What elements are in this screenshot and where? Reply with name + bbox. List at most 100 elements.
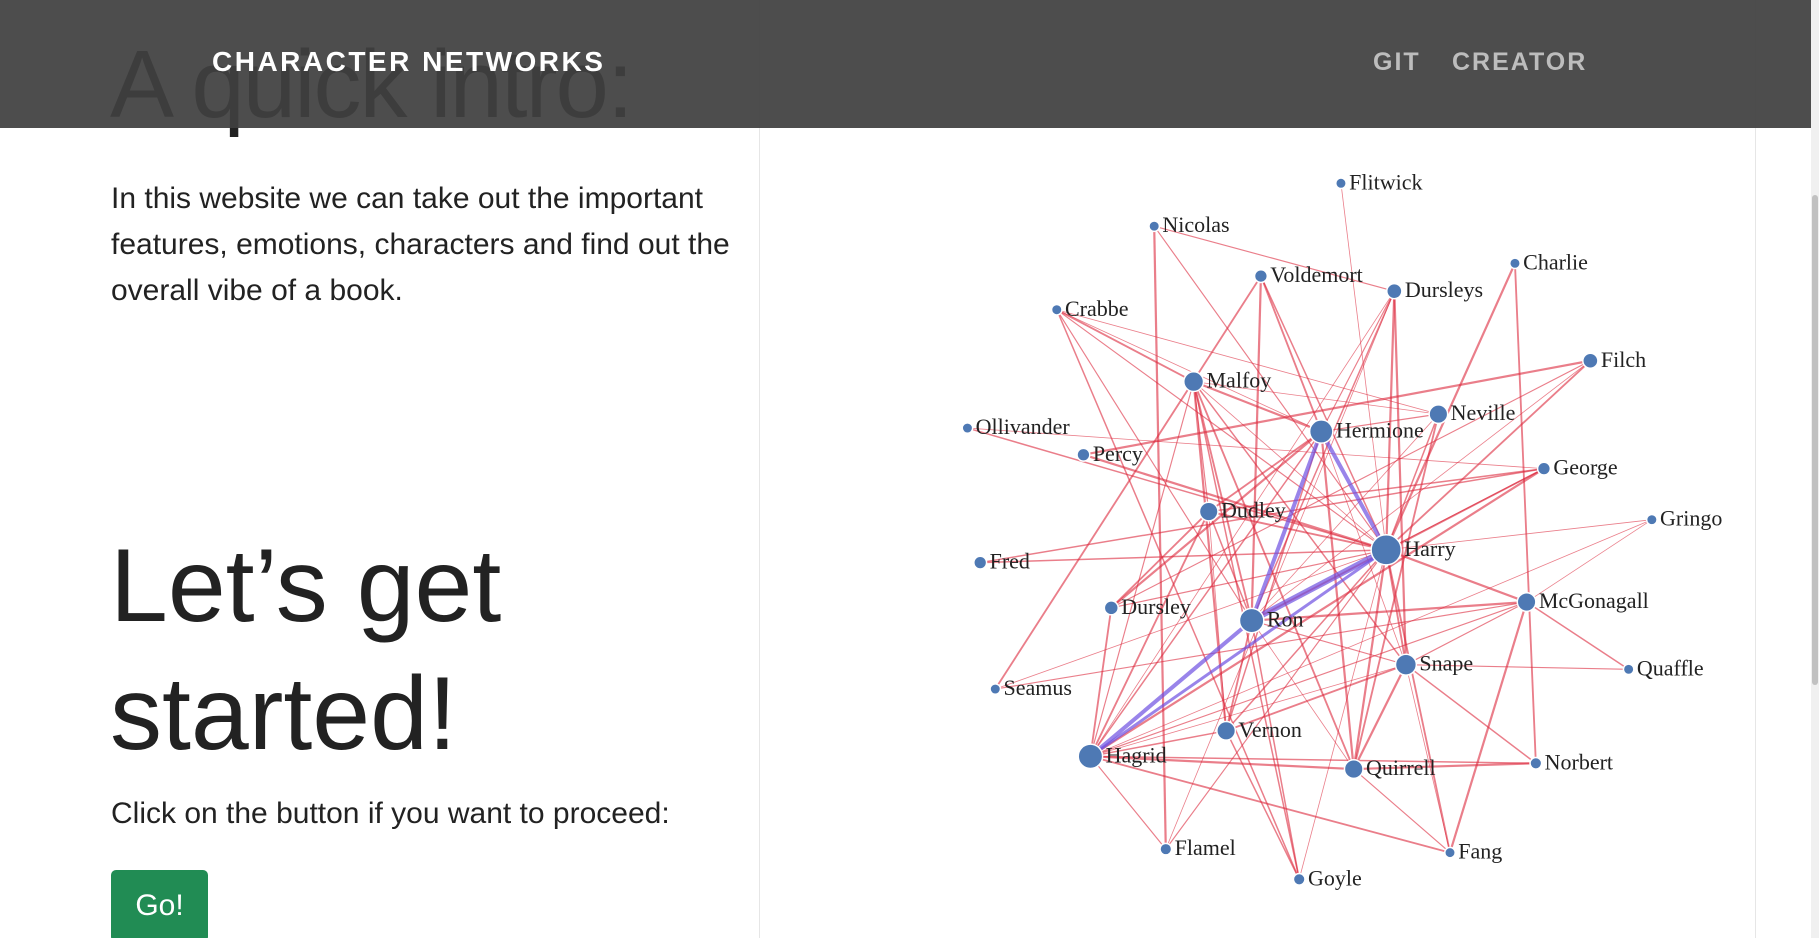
column-divider xyxy=(1755,0,1756,938)
edge xyxy=(1260,275,1323,432)
edge xyxy=(1208,467,1545,513)
nav-link[interactable]: GIT xyxy=(1373,48,1421,76)
node-label: Voldemort xyxy=(1270,262,1362,287)
edge xyxy=(1090,601,1527,757)
edge xyxy=(1090,755,1451,854)
start-heading: Let’s get started! xyxy=(110,528,502,772)
edge xyxy=(1193,381,1210,512)
node-label: Ron xyxy=(1267,607,1304,632)
node xyxy=(989,683,1002,696)
edge xyxy=(1225,730,1300,880)
node xyxy=(1622,663,1635,676)
node-label: Fang xyxy=(1458,839,1502,864)
node-label: Snape xyxy=(1419,651,1473,676)
edge xyxy=(1208,430,1322,513)
edge xyxy=(1320,431,1407,665)
node-label: Quirrell xyxy=(1366,755,1436,780)
node xyxy=(1216,720,1237,741)
edge xyxy=(1320,290,1395,432)
edge xyxy=(1153,225,1387,551)
edge xyxy=(1208,511,1253,621)
strong-edge xyxy=(1319,430,1388,551)
node-label: Dursley xyxy=(1121,594,1191,619)
node xyxy=(1148,220,1161,233)
node xyxy=(1292,872,1306,886)
edge xyxy=(1352,664,1407,770)
node-label: Charlie xyxy=(1523,249,1588,274)
edge xyxy=(1165,291,1395,850)
node xyxy=(1334,177,1347,190)
nav-link[interactable]: CREATOR xyxy=(1452,48,1588,76)
edge xyxy=(1225,549,1387,732)
node-label: Filch xyxy=(1601,347,1646,372)
node xyxy=(1077,743,1104,770)
intro-text: In this website we can take out the impo… xyxy=(111,182,730,307)
edge xyxy=(1385,291,1396,550)
strong-edge xyxy=(1250,547,1388,624)
edge xyxy=(1385,548,1527,604)
edge xyxy=(1321,413,1439,433)
edge xyxy=(1193,380,1322,433)
navbar: CHARACTER NETWORKS GIT CREATOR xyxy=(0,0,1811,128)
edge xyxy=(1090,755,1354,771)
brand[interactable]: CHARACTER NETWORKS xyxy=(212,46,606,77)
edge xyxy=(967,427,1544,470)
node xyxy=(1238,607,1265,634)
edge xyxy=(1056,309,1322,432)
edge xyxy=(1250,620,1300,880)
edge xyxy=(1526,519,1653,603)
node xyxy=(1508,257,1521,270)
edge xyxy=(1089,381,1195,757)
edge xyxy=(1090,290,1395,757)
edge xyxy=(980,549,1387,564)
edge xyxy=(1385,549,1451,853)
node xyxy=(1076,447,1091,462)
edge xyxy=(1448,601,1528,853)
node-label: Quaffle xyxy=(1637,655,1704,680)
edge xyxy=(1056,309,1300,880)
node-label: Crabbe xyxy=(1065,296,1129,321)
edge xyxy=(1405,601,1527,666)
node xyxy=(1529,756,1543,770)
edge xyxy=(1208,510,1387,551)
strong-edge xyxy=(1249,430,1324,622)
edge xyxy=(1298,549,1387,880)
edge xyxy=(995,601,1527,690)
edge xyxy=(1526,601,1630,670)
node xyxy=(1645,513,1658,526)
edge xyxy=(1111,549,1387,609)
node xyxy=(1428,404,1449,425)
node-label: Fred xyxy=(990,549,1030,574)
edge xyxy=(1192,381,1228,731)
edge xyxy=(1154,225,1395,292)
edge xyxy=(1260,275,1387,551)
edge xyxy=(980,467,1545,564)
edge xyxy=(1056,309,1253,621)
go-button[interactable]: Go! xyxy=(111,870,208,938)
node-label: George xyxy=(1553,455,1617,480)
node-label: McGonagall xyxy=(1539,588,1649,613)
edge xyxy=(994,275,1262,690)
edge xyxy=(1385,262,1516,551)
edge xyxy=(1385,360,1591,551)
edge xyxy=(1251,413,1439,621)
node xyxy=(1516,592,1537,613)
node-label: Flamel xyxy=(1175,835,1236,860)
edge xyxy=(1225,620,1253,732)
node-label: Vernon xyxy=(1238,717,1302,742)
scrollbar-thumb[interactable] xyxy=(1812,195,1818,685)
node-label: Dursleys xyxy=(1405,277,1483,302)
node-label: Hagrid xyxy=(1106,742,1167,767)
node xyxy=(1050,303,1063,316)
strong-edge xyxy=(1089,619,1253,758)
node-label: Percy xyxy=(1093,441,1143,466)
edge xyxy=(1089,467,1545,758)
edge xyxy=(1089,607,1113,757)
edge xyxy=(1090,519,1652,757)
node-label: Flitwick xyxy=(1349,169,1422,194)
edge xyxy=(1090,664,1407,757)
node xyxy=(961,422,974,435)
edge xyxy=(1089,511,1210,757)
